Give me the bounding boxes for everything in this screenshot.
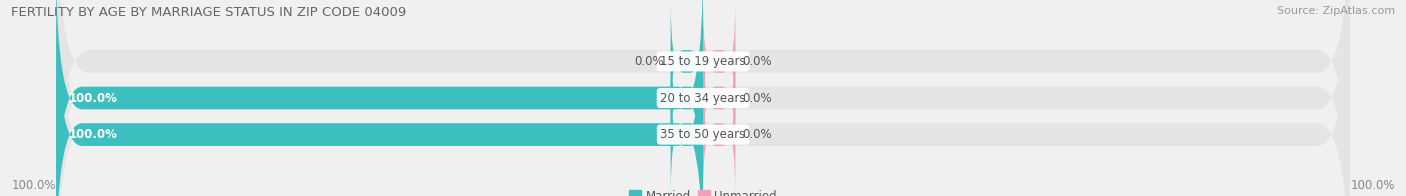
Text: 0.0%: 0.0% (742, 92, 772, 104)
FancyBboxPatch shape (56, 0, 703, 196)
Text: 20 to 34 years: 20 to 34 years (661, 92, 745, 104)
FancyBboxPatch shape (56, 0, 703, 196)
FancyBboxPatch shape (671, 73, 703, 196)
FancyBboxPatch shape (703, 36, 735, 160)
Text: 35 to 50 years: 35 to 50 years (661, 128, 745, 141)
Text: FERTILITY BY AGE BY MARRIAGE STATUS IN ZIP CODE 04009: FERTILITY BY AGE BY MARRIAGE STATUS IN Z… (11, 6, 406, 19)
FancyBboxPatch shape (671, 0, 703, 123)
FancyBboxPatch shape (703, 73, 735, 196)
FancyBboxPatch shape (703, 0, 735, 123)
Text: 100.0%: 100.0% (11, 179, 56, 192)
Text: 15 to 19 years: 15 to 19 years (661, 55, 745, 68)
Text: 0.0%: 0.0% (634, 55, 664, 68)
FancyBboxPatch shape (56, 0, 1350, 196)
Text: 100.0%: 100.0% (1350, 179, 1395, 192)
Text: 0.0%: 0.0% (742, 128, 772, 141)
Text: 0.0%: 0.0% (742, 55, 772, 68)
Text: 100.0%: 100.0% (69, 128, 118, 141)
Legend: Married, Unmarried: Married, Unmarried (624, 185, 782, 196)
FancyBboxPatch shape (56, 0, 1350, 196)
Text: Source: ZipAtlas.com: Source: ZipAtlas.com (1277, 6, 1395, 16)
Text: 100.0%: 100.0% (69, 92, 118, 104)
FancyBboxPatch shape (56, 0, 1350, 196)
FancyBboxPatch shape (671, 36, 703, 160)
